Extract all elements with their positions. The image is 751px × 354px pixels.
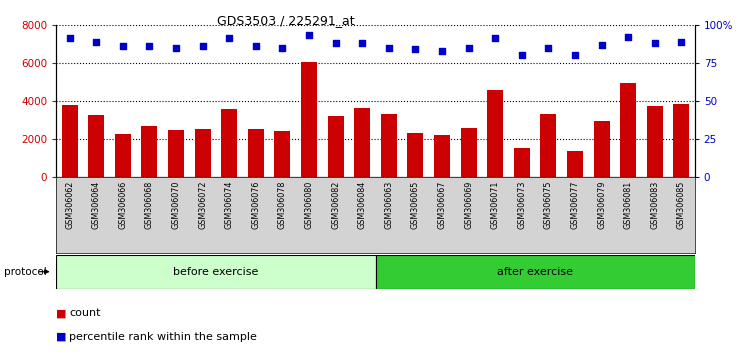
Text: GSM306074: GSM306074 [225, 181, 234, 229]
Text: GSM306073: GSM306073 [517, 181, 526, 229]
Bar [62, 105, 77, 177]
Text: GSM306082: GSM306082 [331, 181, 340, 229]
Text: count: count [69, 308, 101, 318]
Point [223, 36, 235, 41]
Bar [567, 151, 583, 177]
Text: GSM306085: GSM306085 [677, 181, 686, 229]
Text: GSM306068: GSM306068 [145, 181, 154, 229]
Point [436, 48, 448, 53]
Point [569, 52, 581, 58]
Text: GSM306081: GSM306081 [623, 181, 632, 229]
Bar [593, 121, 610, 177]
Point [197, 43, 209, 49]
Point [542, 45, 554, 51]
Bar [514, 148, 529, 177]
Point [250, 43, 262, 49]
Point [64, 36, 76, 41]
Text: before exercise: before exercise [173, 267, 258, 277]
Text: GSM306072: GSM306072 [198, 181, 207, 229]
Bar [674, 104, 689, 177]
Bar [274, 131, 291, 177]
Point [622, 34, 634, 40]
Text: GSM306079: GSM306079 [597, 181, 606, 229]
Bar [647, 105, 663, 177]
Bar [115, 134, 131, 177]
Bar [434, 135, 450, 177]
Bar [381, 114, 397, 177]
Point [463, 45, 475, 51]
Text: GDS3503 / 225291_at: GDS3503 / 225291_at [216, 14, 354, 27]
Text: ■: ■ [56, 332, 67, 342]
Text: GSM306062: GSM306062 [65, 181, 74, 229]
Bar [376, 255, 695, 289]
Point [170, 45, 182, 51]
Text: GSM306075: GSM306075 [544, 181, 553, 229]
Text: GSM306065: GSM306065 [411, 181, 420, 229]
Text: ■: ■ [56, 308, 67, 318]
Point [516, 52, 528, 58]
Text: GSM306083: GSM306083 [650, 181, 659, 229]
Text: GSM306066: GSM306066 [119, 181, 128, 229]
Point [356, 40, 368, 46]
Text: GSM306084: GSM306084 [357, 181, 366, 229]
Bar [89, 115, 104, 177]
Bar [248, 130, 264, 177]
Text: protocol: protocol [4, 267, 47, 277]
Point [649, 40, 661, 46]
Point [143, 43, 155, 49]
Point [276, 45, 288, 51]
Bar [460, 129, 477, 177]
Text: GSM306071: GSM306071 [490, 181, 499, 229]
Text: GSM306069: GSM306069 [464, 181, 473, 229]
Bar [408, 133, 424, 177]
Text: GSM306064: GSM306064 [92, 181, 101, 229]
Point [117, 43, 129, 49]
Text: GSM306080: GSM306080 [304, 181, 313, 229]
Point [90, 39, 102, 44]
Text: GSM306063: GSM306063 [385, 181, 394, 229]
Text: GSM306077: GSM306077 [571, 181, 580, 229]
Bar [195, 130, 210, 177]
Point [489, 36, 501, 41]
Bar [327, 116, 344, 177]
Bar [301, 62, 317, 177]
Text: GSM306078: GSM306078 [278, 181, 287, 229]
Text: GSM306067: GSM306067 [438, 181, 447, 229]
Text: percentile rank within the sample: percentile rank within the sample [69, 332, 257, 342]
Point [330, 40, 342, 46]
Text: GSM306076: GSM306076 [252, 181, 261, 229]
Text: GSM306070: GSM306070 [171, 181, 180, 229]
Point [675, 39, 687, 44]
Bar [487, 90, 503, 177]
Point [383, 45, 395, 51]
Bar [354, 108, 370, 177]
Point [303, 33, 315, 38]
Text: after exercise: after exercise [497, 267, 573, 277]
Bar [168, 130, 184, 177]
Bar [222, 109, 237, 177]
Bar [141, 126, 158, 177]
Bar [56, 255, 376, 289]
Bar [541, 114, 556, 177]
Point [596, 42, 608, 47]
Point [409, 46, 421, 52]
Bar [620, 83, 636, 177]
